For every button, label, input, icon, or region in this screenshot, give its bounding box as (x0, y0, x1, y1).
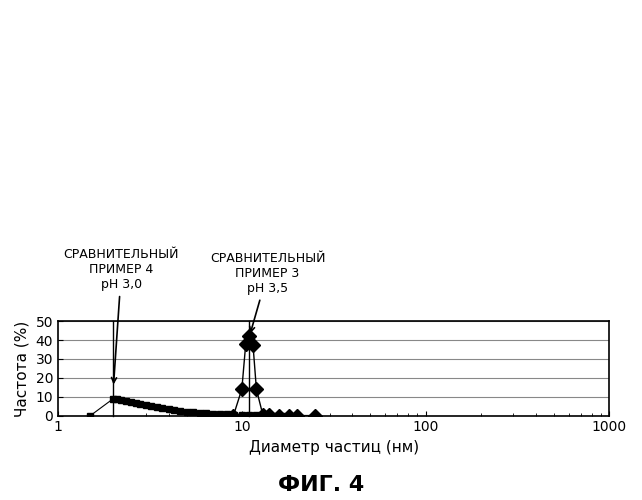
Text: СРАВНИТЕЛЬНЫЙ
ПРИМЕР 3
рН 3,5: СРАВНИТЕЛЬНЫЙ ПРИМЕР 3 рН 3,5 (210, 252, 325, 332)
Text: СРАВНИТЕЛЬНЫЙ
ПРИМЕР 4
рН 3,0: СРАВНИТЕЛЬНЫЙ ПРИМЕР 4 рН 3,0 (64, 248, 179, 382)
Y-axis label: Частота (%): Частота (%) (15, 320, 30, 416)
X-axis label: Диаметр частиц (нм): Диаметр частиц (нм) (248, 440, 419, 455)
Text: ФИГ. 4: ФИГ. 4 (278, 475, 364, 495)
